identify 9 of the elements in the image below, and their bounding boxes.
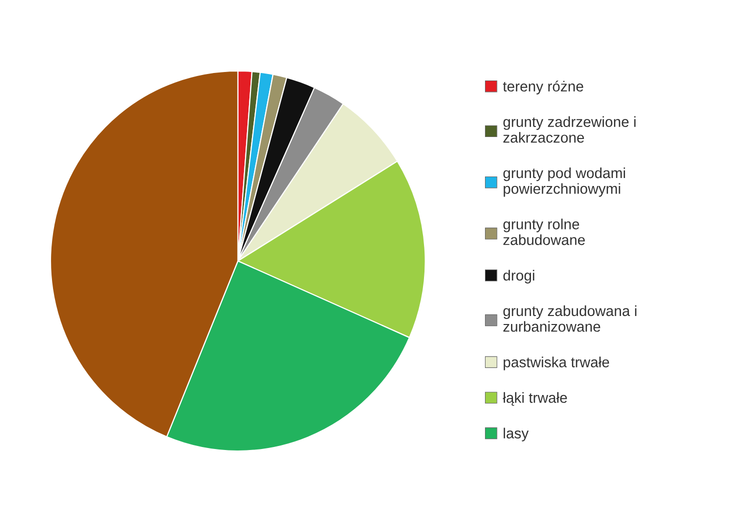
- legend-label: tereny różne: [502, 80, 584, 94]
- legend-label: łąki trwałe: [502, 392, 567, 406]
- legend-label: drogi: [503, 270, 534, 284]
- legend-label: grunty rolne zabudowane: [503, 218, 585, 246]
- legend-label: grunty zadrzewione i zakrzaczone: [503, 116, 636, 143]
- legend-label: pastwiska trwałe: [504, 356, 610, 370]
- legend-label: grunty pod wodami powierzchniowymi: [503, 167, 625, 197]
- legend-label: grunty zabudowana i zurbanizowane: [503, 305, 636, 332]
- legend-label: lasy: [504, 428, 529, 442]
